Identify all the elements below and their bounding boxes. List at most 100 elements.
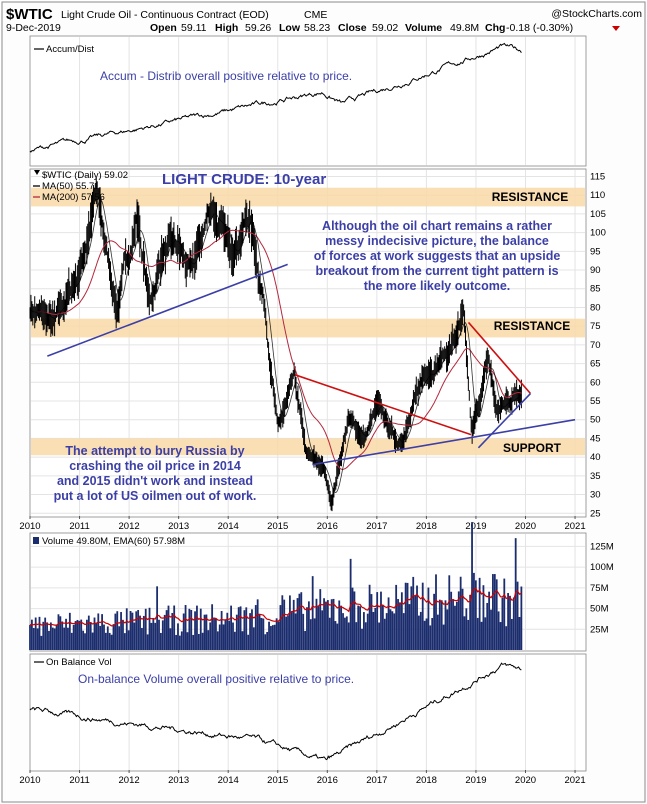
price-tick-label: 50 — [590, 415, 601, 426]
volume-bar — [203, 614, 206, 650]
volume-bar — [338, 600, 341, 650]
volume-bar — [429, 625, 432, 650]
volume-bar — [510, 618, 513, 650]
volume-bar — [70, 632, 73, 650]
volume-bar — [266, 632, 269, 650]
price-tick-label: 90 — [590, 265, 601, 276]
volume-bar — [292, 599, 295, 650]
volume-bar — [311, 576, 314, 650]
volume-bar — [465, 608, 468, 650]
russia-note-line-1: The attempt to bury Russia by — [65, 444, 244, 458]
volume-bar — [249, 613, 251, 650]
volume-bar — [220, 611, 223, 650]
volume-bar — [146, 634, 149, 650]
volume-bar — [207, 630, 210, 650]
volume-bar — [154, 622, 157, 650]
russia-note-line-4: put a lot of US oilmen out of work. — [54, 489, 257, 503]
x-tick-label: 2011 — [69, 521, 89, 532]
volume-bar — [215, 618, 217, 650]
volume-bar — [165, 610, 168, 650]
volume-bar — [492, 574, 494, 650]
low-value: 58.23 — [304, 22, 330, 34]
obv-note: On-balance Volume overall positive relat… — [78, 672, 354, 686]
volume-bar — [158, 619, 160, 650]
volume-bar — [127, 630, 130, 650]
volume-bar — [91, 632, 94, 650]
volume-bar — [171, 612, 174, 650]
volume-bar — [313, 618, 316, 650]
volume-bar — [436, 614, 439, 650]
x-tick-label: 2012 — [119, 521, 140, 532]
volume-bar — [283, 599, 286, 650]
high-label: High — [215, 22, 238, 34]
volume-bar — [230, 605, 233, 650]
open-value: 59.11 — [181, 22, 207, 34]
volume-bar — [86, 619, 88, 650]
volume-bar — [518, 616, 521, 650]
volume-bar — [315, 598, 318, 650]
volume-bar — [271, 625, 274, 650]
x-tick-label: 2013 — [168, 521, 189, 532]
price-panel: 25 30 35 40 45 50 55 60 65 70 75 80 85 90 95 100 105 110 1… — [29, 168, 606, 519]
volume-bar — [247, 634, 250, 650]
volume-bar — [256, 599, 259, 650]
x-axis-bottom: 2010 2011 2012 2013 2014 2015 2016 2017 2018 2019… — [19, 770, 586, 786]
volume-bar — [40, 635, 43, 650]
volume-bar — [268, 621, 270, 650]
volume-bar — [76, 619, 79, 650]
commentary-line-1: Although the oil chart remains a rather — [322, 219, 552, 233]
volume-bar — [326, 600, 329, 650]
volume-bar — [406, 582, 409, 650]
volume-bar — [378, 622, 380, 650]
volume-bar — [270, 626, 272, 650]
volume-bar — [473, 572, 475, 650]
volume-bar — [32, 627, 35, 650]
volume-bar — [505, 626, 508, 650]
volume-bar — [412, 576, 415, 650]
commentary-line-2: messy indecisive picture, the balance — [325, 234, 549, 248]
volume-bar — [421, 582, 424, 650]
russia-note-line-2: crashing the oil price in 2014 — [69, 459, 241, 473]
volume-bar — [478, 577, 481, 650]
accum-legend: Accum/Dist — [46, 44, 94, 55]
volume-bar — [239, 606, 242, 650]
volume-bar — [53, 628, 56, 650]
volume-bar — [139, 615, 141, 650]
volume-bar — [509, 595, 511, 650]
volume-bar — [108, 632, 111, 650]
volume-bar — [347, 622, 350, 650]
volume-bar — [95, 623, 98, 650]
volume-bar — [72, 624, 75, 650]
volume-bar — [342, 613, 344, 650]
volume-bar — [300, 592, 303, 650]
volume-bar — [51, 627, 54, 650]
volume-bar — [97, 613, 100, 650]
volume-bar — [476, 617, 479, 650]
volume-bar — [209, 622, 212, 650]
volume-bar — [44, 617, 47, 650]
volume-bar — [289, 595, 291, 650]
trendline-triangle-bottom — [477, 392, 532, 449]
volume-bar — [114, 613, 117, 650]
volume-bar — [380, 591, 382, 650]
volume-bar — [323, 598, 325, 650]
volume-bar — [321, 610, 324, 650]
volume-bar — [480, 621, 483, 650]
volume-bar — [319, 589, 322, 650]
x-tick-label: 2010 — [19, 521, 40, 532]
volume-bar — [499, 622, 502, 650]
x-tick-label: 2011 — [69, 775, 89, 786]
volume-bar — [142, 615, 145, 650]
low-label: Low — [279, 22, 301, 34]
volume-bar — [281, 595, 284, 650]
x-tick-label: 2017 — [366, 775, 387, 786]
close-value: 59.02 — [372, 22, 398, 34]
volume-bar — [372, 611, 375, 650]
volume-bar — [93, 617, 96, 650]
volume-bar — [129, 611, 132, 650]
close-label: Close — [338, 22, 367, 34]
volume-bar — [391, 611, 394, 650]
volume-bar — [463, 616, 466, 650]
price-tick-label: 35 — [590, 471, 601, 482]
volume-bar — [290, 611, 293, 650]
